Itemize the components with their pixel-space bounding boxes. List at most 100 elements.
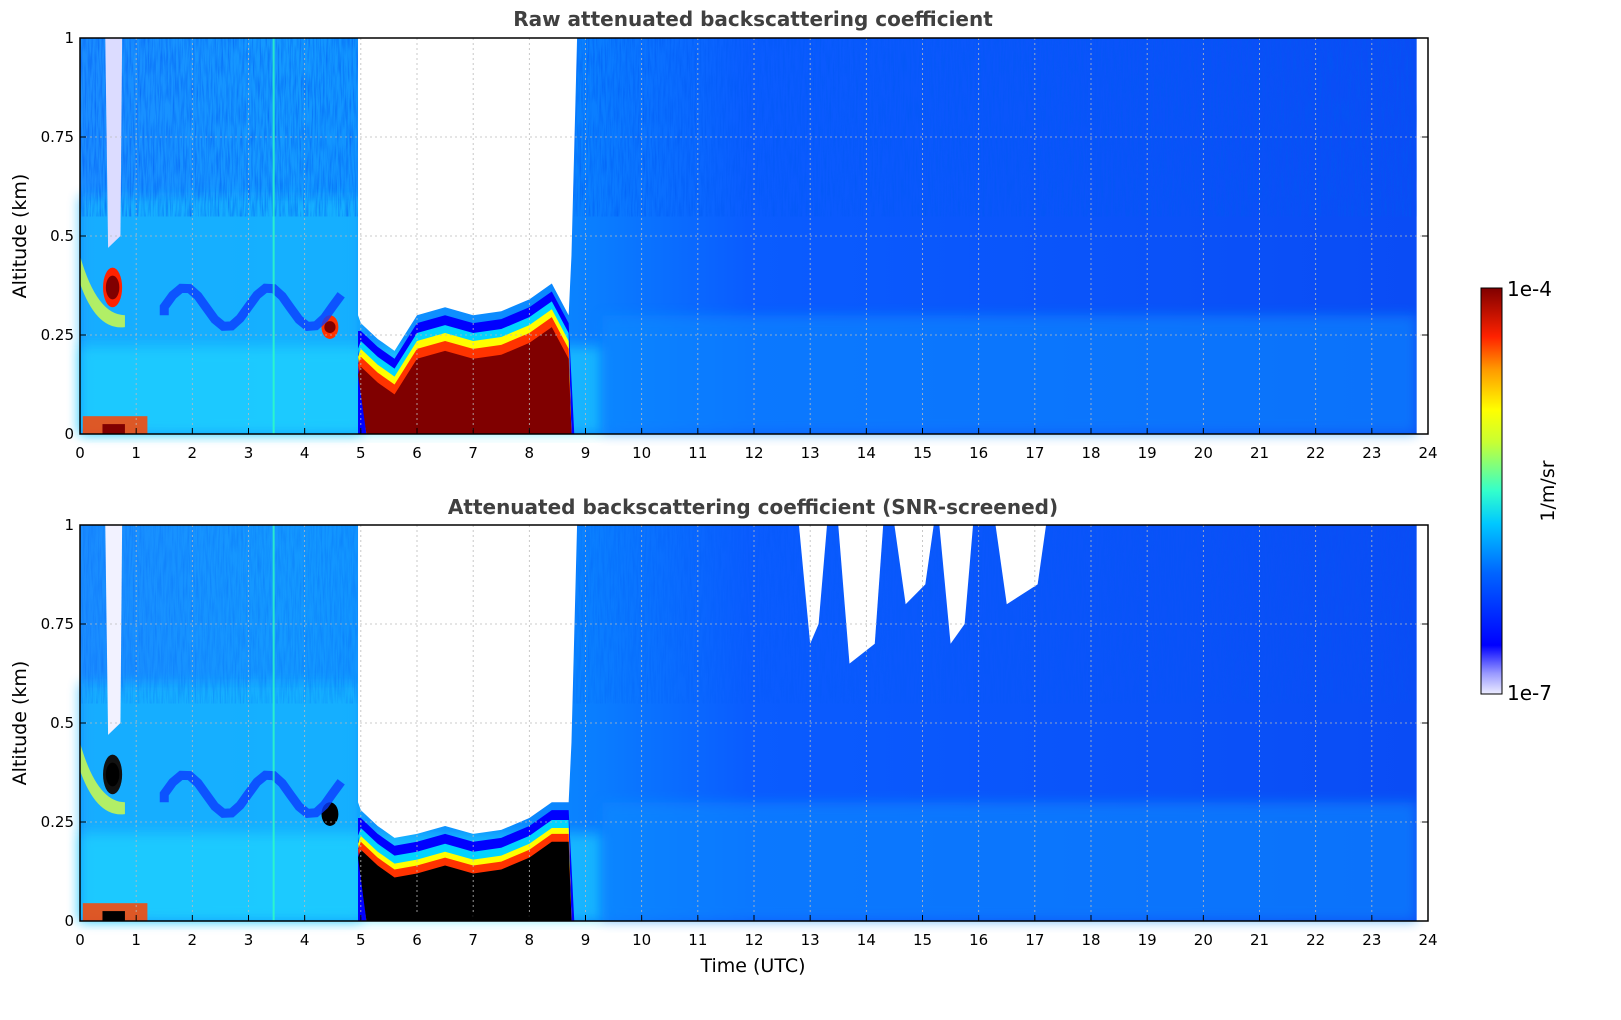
screened-gap-2 xyxy=(894,525,934,605)
panel-raw: Raw attenuated backscattering coefficien… xyxy=(9,7,1438,462)
panel-screened-title: Attenuated backscattering coefficient (S… xyxy=(448,495,1058,519)
x-tick-label: 8 xyxy=(525,444,535,462)
x-tick-label: 15 xyxy=(913,444,932,462)
x-tick-label: 16 xyxy=(969,444,988,462)
panel-screened-x-ticks: 0 1 2 3 4 5 6 7 8 9 10 11 12 13 14 15 16 17 18 19 20 21 22 23 24 xyxy=(75,915,1438,949)
panel-screened-y-label: Altitude (km) xyxy=(9,661,31,786)
x-tick-label: 1 xyxy=(131,444,141,462)
y-tick-label: 0 xyxy=(64,912,74,930)
y-tick-label: 1 xyxy=(64,29,74,47)
x-tick-label: 7 xyxy=(468,931,478,949)
y-tick-label: 0.25 xyxy=(41,813,74,831)
x-tick-label: 13 xyxy=(801,931,820,949)
early-clear-column xyxy=(105,525,123,735)
x-tick-label: 12 xyxy=(744,931,763,949)
y-tick-label: 0.25 xyxy=(41,326,74,344)
screened-gap-0 xyxy=(798,525,828,644)
x-tick-label: 4 xyxy=(300,931,310,949)
colorbar-label: 1/m/sr xyxy=(1537,460,1559,521)
x-tick-label: 19 xyxy=(1138,931,1157,949)
x-tick-label: 14 xyxy=(857,444,876,462)
screened-gap-4 xyxy=(995,525,1047,605)
panel-raw-title: Raw attenuated backscattering coefficien… xyxy=(513,7,993,31)
x-tick-label: 21 xyxy=(1250,931,1269,949)
x-tick-label: 5 xyxy=(356,931,366,949)
screened-gap-3 xyxy=(939,525,974,644)
x-tick-label: 1 xyxy=(131,931,141,949)
early-clear-column xyxy=(105,38,123,248)
afternoon-boundary-layer xyxy=(602,315,1417,434)
x-tick-label: 6 xyxy=(412,444,422,462)
x-tick-label: 10 xyxy=(632,444,651,462)
panel-screened: Attenuated backscattering coefficient (S… xyxy=(9,495,1438,977)
x-tick-label: 0 xyxy=(75,931,85,949)
near-surface-aerosol-core xyxy=(102,911,125,921)
x-axis-label: Time (UTC) xyxy=(699,955,805,977)
colorbar-min-label: 1e-7 xyxy=(1507,681,1552,705)
x-tick-label: 23 xyxy=(1362,931,1381,949)
x-tick-label: 7 xyxy=(468,444,478,462)
x-tick-label: 13 xyxy=(801,444,820,462)
elevated-layer-rim xyxy=(80,742,125,815)
elevated-layer-core xyxy=(105,275,120,300)
y-tick-label: 0.5 xyxy=(50,714,74,732)
x-tick-label: 22 xyxy=(1306,444,1325,462)
colorbar-gradient xyxy=(1480,287,1503,695)
afternoon-boundary-layer xyxy=(602,802,1417,921)
x-tick-label: 15 xyxy=(913,931,932,949)
elevated-layer-rim xyxy=(80,255,125,328)
noise-texture xyxy=(80,38,1417,217)
streak xyxy=(272,525,275,921)
cloud-layer-band-3 xyxy=(358,327,572,434)
panel-screened-y-ticks: 0 0.25 0.5 0.75 1 xyxy=(41,516,1428,930)
panel-screened-heatmap xyxy=(80,525,1428,921)
x-tick-label: 9 xyxy=(581,444,591,462)
x-tick-label: 4 xyxy=(300,444,310,462)
small-layer-core xyxy=(324,321,336,334)
panel-screened-grid xyxy=(80,525,1428,921)
x-tick-label: 18 xyxy=(1081,931,1100,949)
cloud-layer-band-3 xyxy=(358,841,572,921)
y-tick-label: 0.75 xyxy=(41,615,74,633)
x-tick-label: 17 xyxy=(1025,444,1044,462)
x-tick-label: 5 xyxy=(356,444,366,462)
x-tick-label: 3 xyxy=(244,444,254,462)
x-tick-label: 0 xyxy=(75,444,85,462)
x-tick-label: 9 xyxy=(581,931,591,949)
x-tick-label: 23 xyxy=(1362,444,1381,462)
screened-gap-1 xyxy=(838,525,884,664)
x-tick-label: 21 xyxy=(1250,444,1269,462)
y-tick-label: 0 xyxy=(64,425,74,443)
residual-layer xyxy=(159,770,345,818)
x-tick-label: 17 xyxy=(1025,931,1044,949)
colorbar: 1e-4 1e-7 1/m/sr xyxy=(1480,277,1559,705)
colorbar-max-label: 1e-4 xyxy=(1507,277,1552,301)
y-tick-label: 0.5 xyxy=(50,227,74,245)
near-surface-aerosol-core xyxy=(102,424,125,434)
panel-raw-x-ticks: 0 1 2 3 4 5 6 7 8 9 10 11 12 13 14 15 16 17 18 19 20 21 22 23 24 xyxy=(75,428,1438,462)
x-tick-label: 12 xyxy=(744,444,763,462)
panel-raw-y-label: Altitude (km) xyxy=(9,174,31,299)
x-tick-label: 6 xyxy=(412,931,422,949)
x-tick-label: 16 xyxy=(969,931,988,949)
residual-layer xyxy=(159,283,345,331)
x-tick-label: 24 xyxy=(1418,931,1437,949)
y-tick-label: 0.75 xyxy=(41,128,74,146)
x-tick-label: 20 xyxy=(1194,931,1213,949)
extinction-region xyxy=(358,525,578,838)
x-tick-label: 18 xyxy=(1081,444,1100,462)
y-tick-label: 1 xyxy=(64,516,74,534)
x-tick-label: 11 xyxy=(688,931,707,949)
noise-texture xyxy=(80,525,1417,704)
x-tick-label: 20 xyxy=(1194,444,1213,462)
x-tick-label: 11 xyxy=(688,444,707,462)
extinction-region xyxy=(358,38,578,351)
streak xyxy=(272,38,275,434)
x-tick-label: 19 xyxy=(1138,444,1157,462)
x-tick-label: 2 xyxy=(188,444,198,462)
x-tick-label: 24 xyxy=(1418,444,1437,462)
elevated-layer-core xyxy=(105,762,120,787)
panel-raw-grid xyxy=(80,38,1428,434)
small-layer-core xyxy=(324,808,336,821)
